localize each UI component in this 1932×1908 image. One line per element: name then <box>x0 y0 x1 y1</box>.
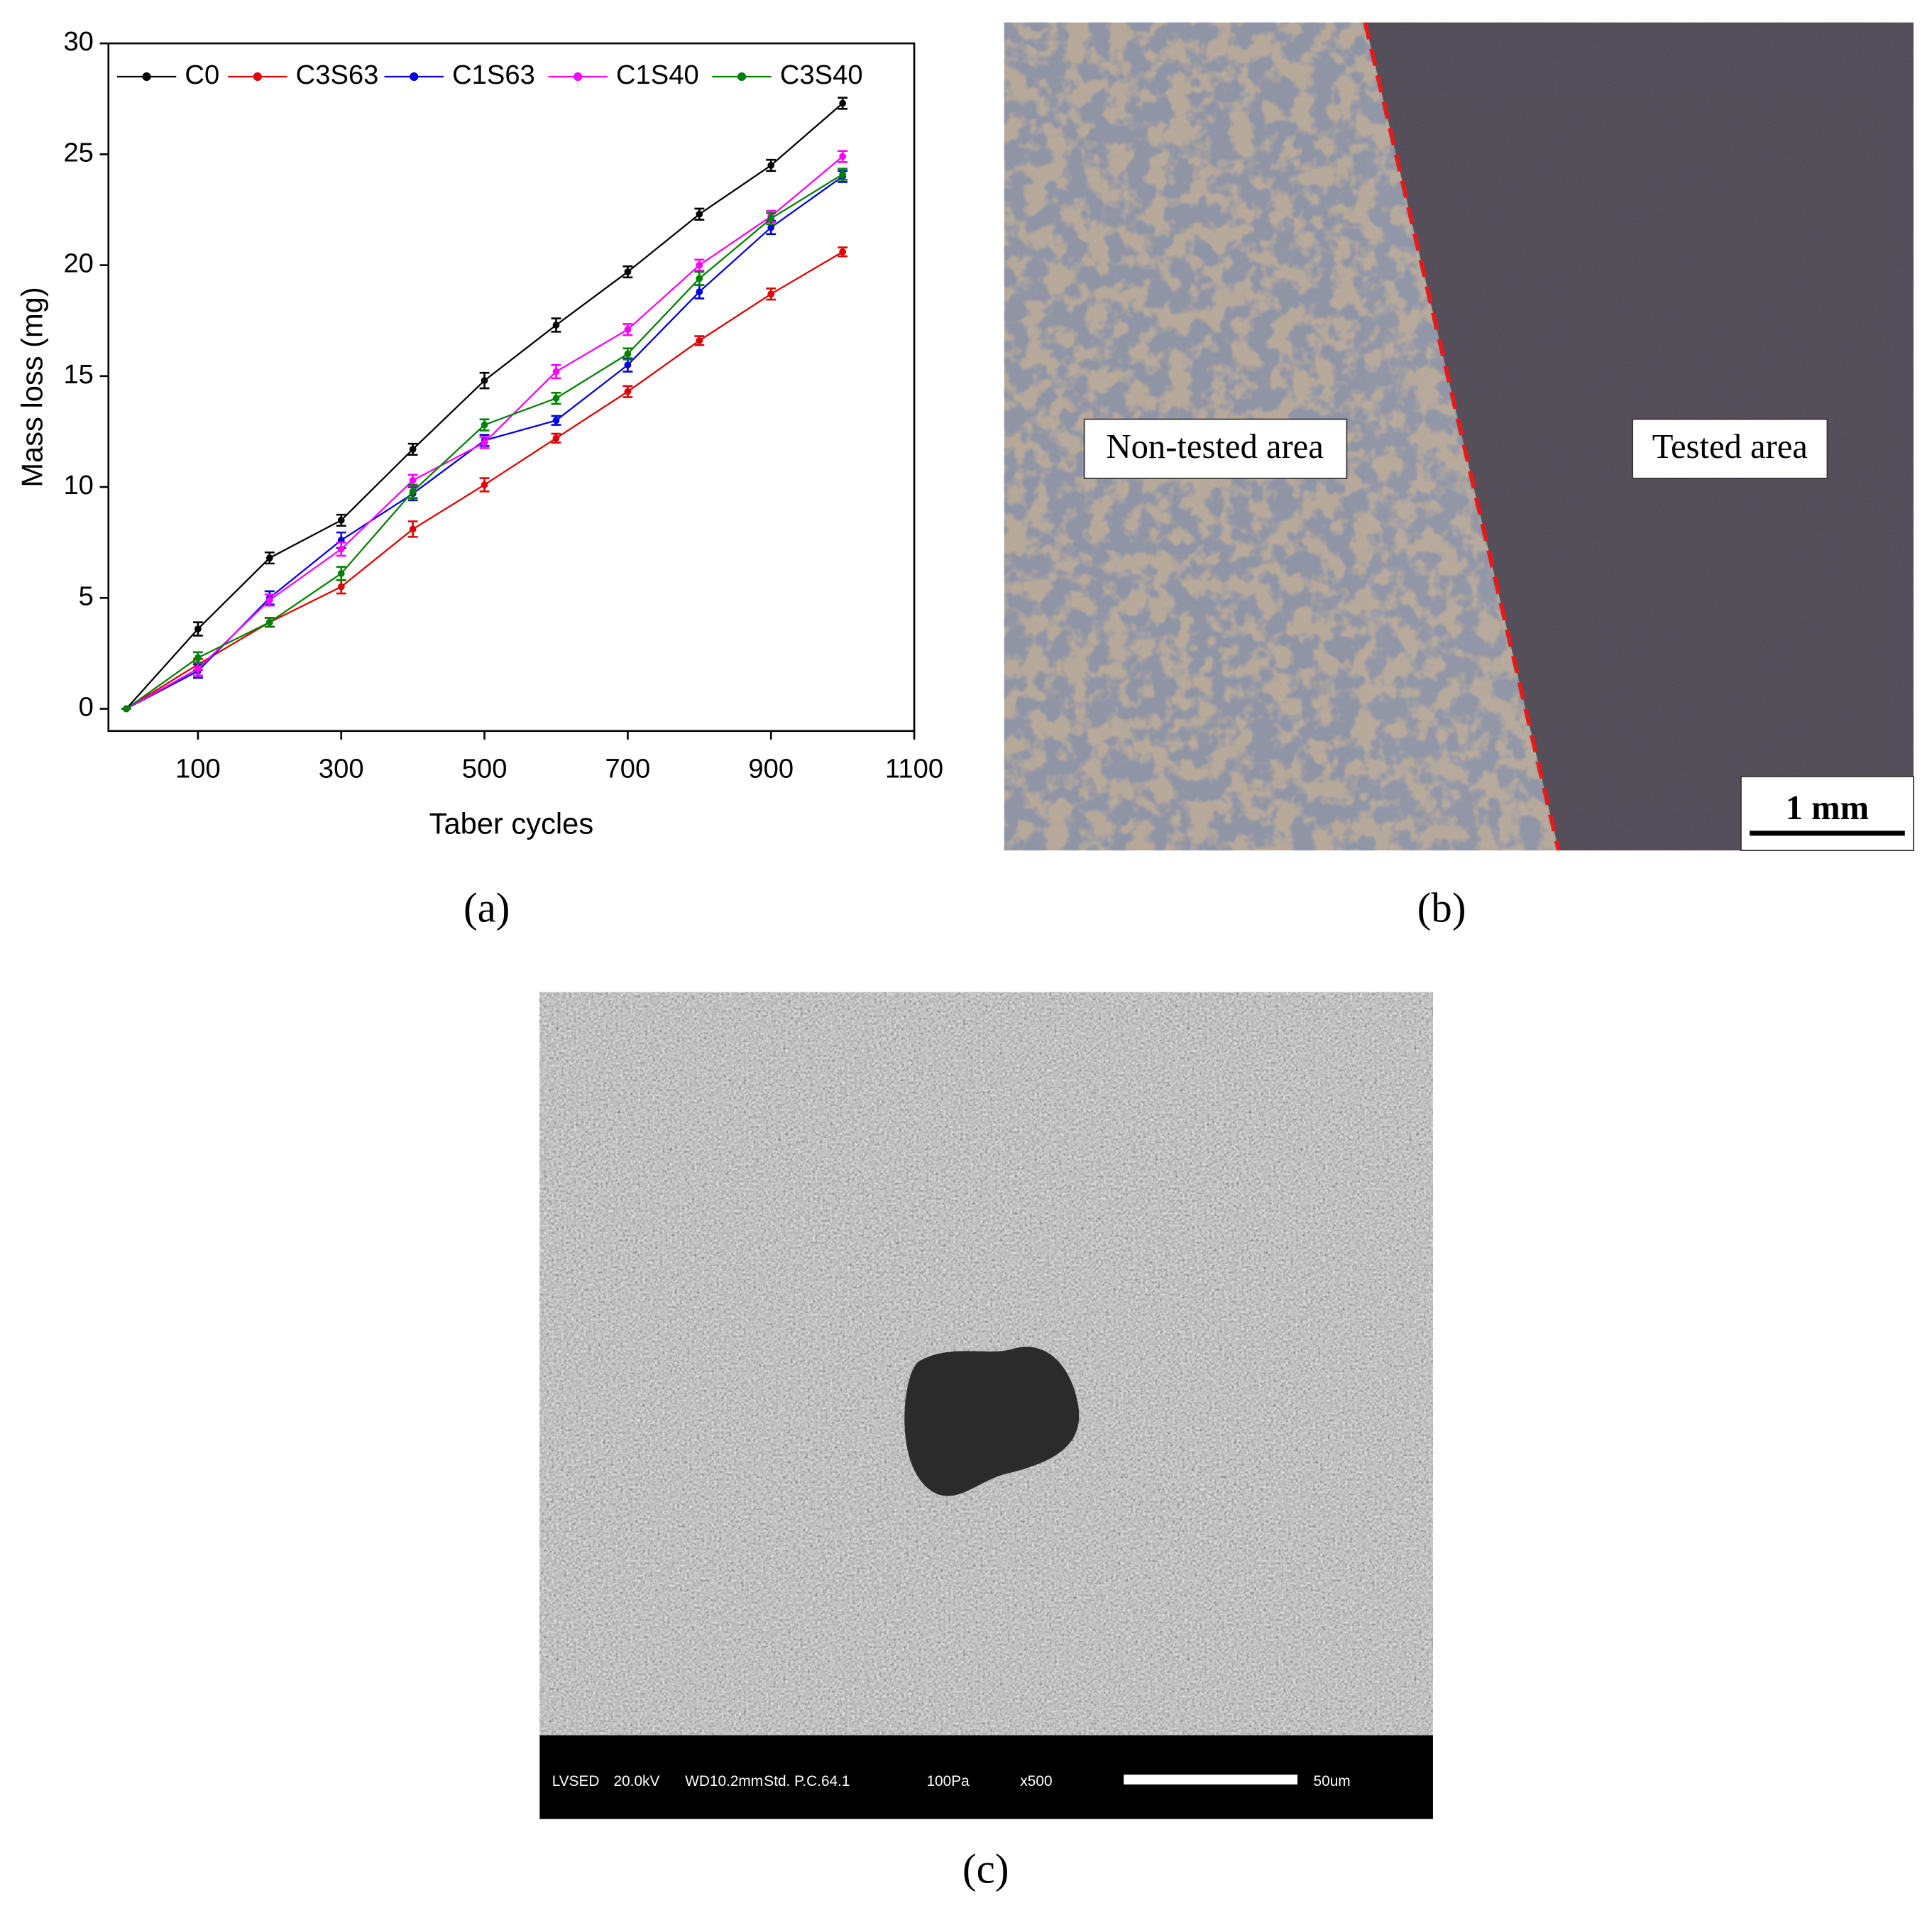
data-point <box>624 268 632 275</box>
data-point <box>696 210 703 218</box>
data-point <box>552 368 560 375</box>
x-axis-label: Taber cycles <box>429 806 594 840</box>
legend-marker <box>253 72 262 82</box>
legend-marker <box>737 72 747 82</box>
legend-label: C1S40 <box>616 60 699 90</box>
data-point <box>481 421 488 429</box>
data-point <box>696 336 703 344</box>
region-label: Tested area <box>1652 427 1808 466</box>
x-tick-label: 1100 <box>885 753 943 784</box>
data-point <box>481 439 488 446</box>
data-point <box>265 618 273 626</box>
series-line <box>126 102 843 710</box>
legend-marker <box>142 72 151 82</box>
sem-info-text: 100Pa <box>926 1773 970 1789</box>
plot-frame <box>107 42 916 733</box>
data-point <box>123 705 130 713</box>
legend-marker <box>573 72 583 82</box>
y-tick-label: 25 <box>63 137 93 168</box>
panel-label: (c) <box>962 1846 1009 1892</box>
data-point <box>194 665 202 673</box>
data-point <box>337 570 345 577</box>
x-tick-label: 900 <box>748 753 794 784</box>
data-point <box>337 545 345 553</box>
sem-info-text: LVSED <box>552 1773 600 1789</box>
legend-label: C0 <box>185 60 219 90</box>
data-point <box>839 99 847 107</box>
sem-info-text: Std. P.C.64.1 <box>764 1773 850 1789</box>
x-tick-label: 700 <box>605 753 651 784</box>
data-point <box>194 654 202 662</box>
data-point <box>624 361 632 369</box>
y-tick-label: 5 <box>79 581 94 611</box>
data-point <box>767 215 775 222</box>
y-tick-label: 20 <box>63 248 93 279</box>
scale-bar-box <box>1740 776 1914 852</box>
label-box <box>1632 418 1828 479</box>
y-tick-label: 10 <box>63 470 93 500</box>
data-point <box>481 377 488 384</box>
data-point <box>767 162 775 169</box>
x-tick-label: 500 <box>462 753 507 784</box>
legend-label: C3S40 <box>780 60 863 90</box>
data-point <box>481 481 488 488</box>
data-point <box>409 446 417 453</box>
data-point <box>265 596 273 604</box>
region-label: Non-tested area <box>1107 427 1324 466</box>
legend-marker <box>410 72 419 82</box>
data-point <box>552 434 560 442</box>
sem-info-text: 20.0kV <box>614 1773 660 1789</box>
data-point <box>337 583 345 591</box>
sem-info-text: WD10.2mm <box>685 1773 763 1789</box>
sem-info-text: 50um <box>1314 1773 1351 1789</box>
data-point <box>409 476 417 484</box>
data-point <box>696 275 703 283</box>
x-tick-label: 300 <box>319 753 364 784</box>
data-point <box>409 525 417 533</box>
series-line <box>126 155 843 710</box>
sem-info: LVSED 20.0kV WD10.2mm Std. P.C.64.1 100Pa x50… <box>552 1773 1351 1789</box>
y-tick-label: 0 <box>79 692 94 723</box>
data-point <box>839 248 847 256</box>
data-point <box>696 288 703 295</box>
data-point <box>552 417 560 424</box>
data-point <box>839 153 847 160</box>
y-axis-label: Mass loss (mg) <box>16 287 49 487</box>
data-point <box>696 261 703 269</box>
data-point <box>839 170 847 178</box>
y-tick-label: 30 <box>63 26 93 57</box>
data-point <box>265 554 273 561</box>
data-point <box>552 322 560 329</box>
x-tick-label: 100 <box>175 753 221 784</box>
data-point <box>624 326 632 334</box>
scale-bar-label: 1 mm <box>1786 789 1869 827</box>
y-tick-label: 15 <box>63 359 93 390</box>
legend-label: C3S63 <box>296 60 379 90</box>
legend-label: C1S63 <box>452 60 535 90</box>
sem-info-text: x500 <box>1020 1773 1052 1789</box>
data-point <box>767 224 775 231</box>
data-point <box>409 488 417 495</box>
panel-label: (a) <box>463 884 510 931</box>
data-point <box>194 625 202 632</box>
sem-image <box>539 992 1433 1819</box>
data-point <box>337 517 345 524</box>
panel-label: (b) <box>1417 884 1466 931</box>
data-point <box>624 388 632 395</box>
label-box <box>1083 418 1348 479</box>
data-point <box>552 395 560 402</box>
data-point <box>624 350 632 358</box>
data-point <box>767 290 775 298</box>
